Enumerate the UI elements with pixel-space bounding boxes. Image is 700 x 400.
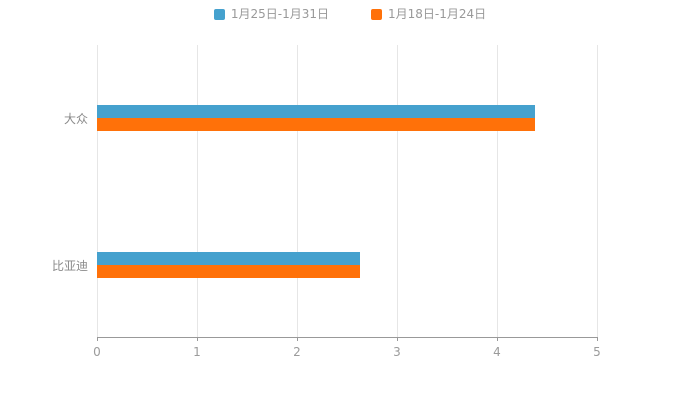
- x-axis-tick: [297, 337, 298, 341]
- x-axis-tick: [497, 337, 498, 341]
- grid-line: [97, 45, 98, 337]
- x-tick-label: 2: [293, 345, 301, 359]
- x-axis-tick: [197, 337, 198, 341]
- grid-line: [297, 45, 298, 337]
- grid-line: [497, 45, 498, 337]
- x-axis-tick: [97, 337, 98, 341]
- legend-label: 1月25日-1月31日: [230, 7, 329, 21]
- x-tick-label: 1: [193, 345, 201, 359]
- plot-area: [97, 45, 598, 341]
- x-axis-tick: [597, 337, 598, 341]
- bar-series-1: [97, 251, 360, 265]
- x-tick-label: 4: [493, 345, 501, 359]
- grid-line: [597, 45, 598, 337]
- x-tick-label: 3: [393, 345, 401, 359]
- bar-series-1: [97, 105, 535, 119]
- bar-series-2: [97, 118, 535, 132]
- x-axis-tick: [397, 337, 398, 341]
- y-category-label: 大众: [63, 112, 88, 127]
- legend-swatch-icon: [213, 8, 225, 20]
- bar-series-2: [97, 264, 360, 278]
- x-tick-label: 5: [593, 345, 601, 359]
- legend-swatch-icon: [371, 8, 382, 20]
- x-tick-label: 0: [93, 345, 101, 359]
- grid-line: [197, 45, 198, 337]
- legend-item-series-2[interactable]: 1月18日-1月24日: [371, 8, 486, 20]
- chart-legend: 1月25日-1月31日 1月18日-1月24日: [0, 8, 700, 20]
- legend-label: 1月18日-1月24日: [388, 7, 487, 21]
- grid-line: [397, 45, 398, 337]
- legend-item-series-1[interactable]: 1月25日-1月31日: [213, 7, 329, 21]
- y-category-label: 比亚迪: [51, 258, 88, 273]
